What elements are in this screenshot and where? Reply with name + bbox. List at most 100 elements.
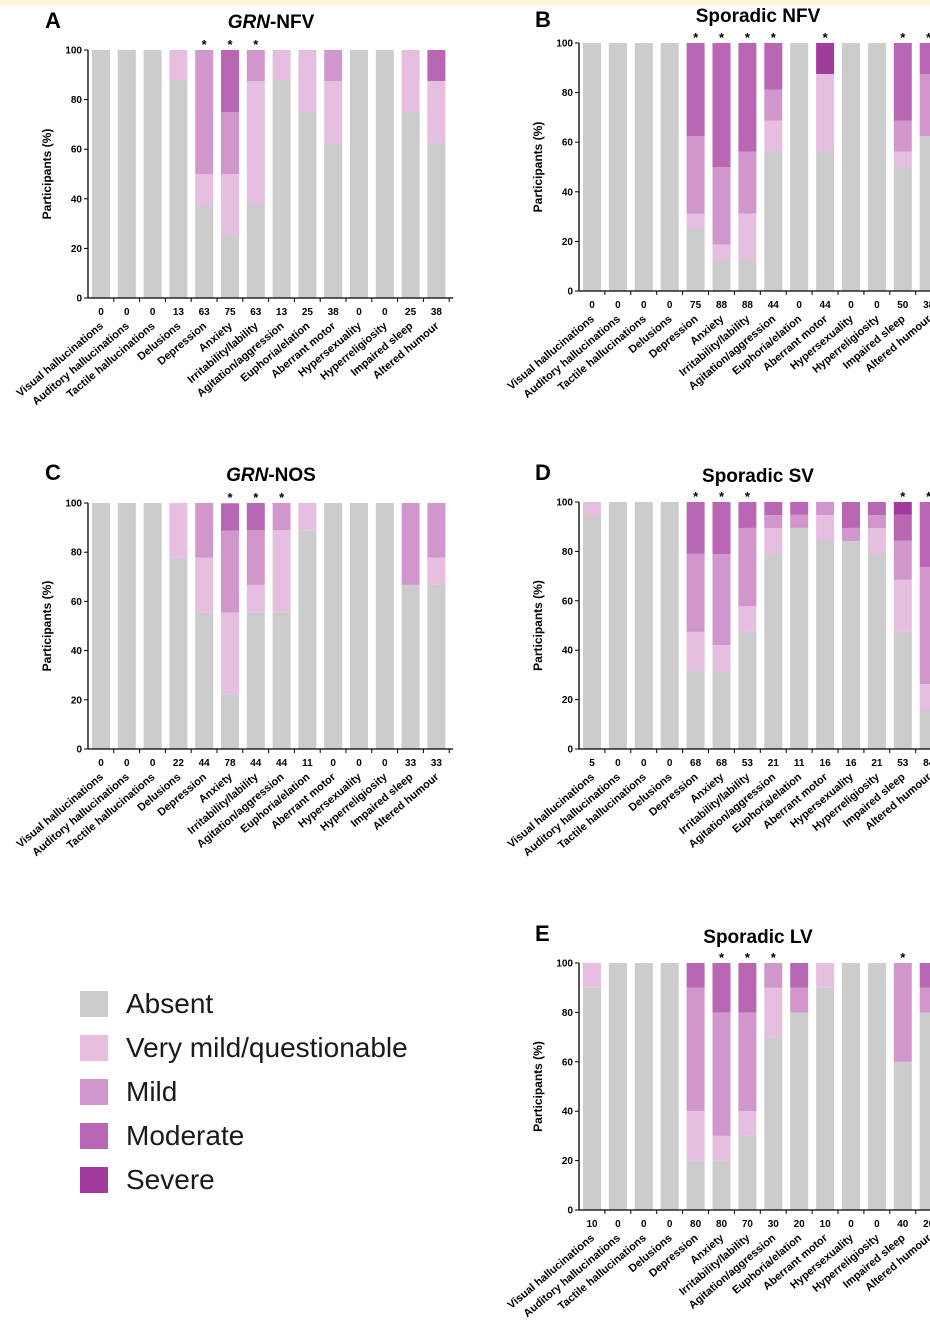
bar-euphoria-elation-absent xyxy=(790,1012,809,1210)
legend-swatch-severe xyxy=(80,1167,108,1193)
count-label: 0 xyxy=(98,307,104,318)
bar-hypersexuality-absent xyxy=(842,541,860,749)
bar-anxiety-very-mild xyxy=(221,612,239,695)
y-tick-label: 100 xyxy=(65,499,82,510)
bar-irritability-lability-absent xyxy=(246,205,265,298)
y-tick-label: 100 xyxy=(556,959,573,970)
y-tick-label: 20 xyxy=(562,695,574,706)
bar-agitation-aggression-very-mild xyxy=(764,528,783,555)
count-label: 0 xyxy=(356,758,362,769)
bar-aberrant-motor-absent xyxy=(816,151,835,291)
count-label: 63 xyxy=(199,307,211,318)
bar-depression-moderate xyxy=(686,502,705,554)
legend: Absent Very mild/questionable Mild Moder… xyxy=(80,982,408,1202)
count-label: 0 xyxy=(615,300,621,311)
bar-tactile-hallucinations-absent xyxy=(634,963,653,1210)
bar-altered-humour-absent xyxy=(919,136,930,291)
panel-letter: D xyxy=(535,460,551,485)
bar-depression-moderate xyxy=(686,43,705,136)
bar-irritability-lability-absent xyxy=(738,631,757,749)
significance-asterisk: * xyxy=(823,30,829,45)
bar-euphoria-elation-absent xyxy=(298,530,317,749)
bar-visual-hallucinations-absent xyxy=(583,515,601,749)
bar-irritability-lability-mild xyxy=(738,151,757,214)
significance-asterisk: * xyxy=(900,30,906,45)
significance-asterisk: * xyxy=(253,490,259,505)
y-tick-label: 0 xyxy=(567,1206,573,1217)
chart-title: Sporadic NFV xyxy=(696,6,821,27)
y-tick-label: 40 xyxy=(71,646,83,657)
bar-auditory-hallucinations-absent xyxy=(117,50,136,298)
count-label: 63 xyxy=(250,307,262,318)
chart-title: GRN-NOS xyxy=(226,465,316,486)
chart-title-text: -NFV xyxy=(270,12,315,33)
significance-asterisk: * xyxy=(926,489,930,504)
bar-altered-humour-moderate xyxy=(919,502,930,567)
count-label: 88 xyxy=(716,300,728,311)
legend-label-moderate: Moderate xyxy=(126,1120,245,1151)
bar-euphoria-elation-moderate xyxy=(790,963,809,988)
count-label: 13 xyxy=(276,307,288,318)
y-tick-label: 40 xyxy=(562,646,574,657)
bar-agitation-aggression-very-mild xyxy=(764,120,783,152)
bar-anxiety-moderate xyxy=(221,50,239,112)
legend-swatch-mild xyxy=(80,1079,108,1105)
significance-asterisk: * xyxy=(693,489,699,504)
bar-aberrant-motor-severe xyxy=(816,43,835,74)
count-label: 50 xyxy=(897,300,909,311)
bar-altered-humour-moderate xyxy=(427,50,446,81)
y-tick-label: 80 xyxy=(562,88,574,99)
significance-asterisk: * xyxy=(279,490,285,505)
bar-auditory-hallucinations-absent xyxy=(117,503,136,749)
bar-delusions-absent xyxy=(660,963,679,1210)
bar-depression-absent xyxy=(686,1160,705,1210)
significance-asterisk: * xyxy=(745,950,751,965)
y-tick-label: 0 xyxy=(76,294,82,305)
y-tick-label: 20 xyxy=(71,695,83,706)
bar-agitation-aggression-absent xyxy=(764,554,783,749)
bar-euphoria-elation-very-mild xyxy=(298,503,317,531)
count-label: 25 xyxy=(302,307,314,318)
bar-visual-hallucinations-absent xyxy=(583,43,601,291)
count-label: 16 xyxy=(820,758,832,769)
legend-item-moderate: Moderate xyxy=(80,1114,408,1158)
y-axis-label: Participants (%) xyxy=(531,122,545,213)
y-tick-label: 20 xyxy=(71,244,83,255)
bar-altered-humour-very-mild xyxy=(427,81,446,143)
bar-euphoria-elation-moderate xyxy=(790,502,809,515)
bar-hypersexuality-absent xyxy=(842,43,860,291)
count-label: 75 xyxy=(224,307,236,318)
panel-letter: C xyxy=(45,460,61,485)
bar-depression-absent xyxy=(686,229,705,291)
bar-irritability-lability-absent xyxy=(738,260,757,291)
bar-agitation-aggression-mild xyxy=(272,503,291,531)
count-label: 84 xyxy=(923,758,930,769)
count-label: 44 xyxy=(768,300,780,311)
count-label: 88 xyxy=(742,300,754,311)
chart-title-italic: GRN xyxy=(226,465,270,486)
bar-altered-humour-mild xyxy=(919,566,930,685)
chart-title-text: Sporadic NFV xyxy=(696,6,821,27)
significance-asterisk: * xyxy=(745,30,751,45)
bar-auditory-hallucinations-absent xyxy=(608,963,627,1210)
count-label: 0 xyxy=(796,300,802,311)
bar-agitation-aggression-absent xyxy=(764,151,783,291)
chart-title-italic: GRN xyxy=(228,12,272,33)
bar-impaired-sleep-very-mild xyxy=(893,151,912,167)
bar-anxiety-absent xyxy=(221,236,239,298)
bar-altered-humour-mild xyxy=(919,987,930,1013)
bar-hypersexuality-mild xyxy=(842,527,860,542)
y-tick-label: 40 xyxy=(562,187,574,198)
bar-hypersexuality-absent xyxy=(842,963,860,1210)
bar-irritability-lability-moderate xyxy=(246,503,265,531)
count-label: 0 xyxy=(641,1219,647,1230)
bar-irritability-lability-very-mild xyxy=(738,1111,757,1136)
bar-altered-humour-moderate xyxy=(919,43,930,74)
count-label: 0 xyxy=(667,758,673,769)
bar-anxiety-very-mild xyxy=(221,174,239,236)
bar-irritability-lability-very-mild xyxy=(738,605,757,632)
count-label: 0 xyxy=(667,300,673,311)
y-tick-label: 60 xyxy=(562,596,574,607)
bar-impaired-sleep-moderate xyxy=(893,514,912,541)
y-tick-label: 60 xyxy=(562,138,574,149)
